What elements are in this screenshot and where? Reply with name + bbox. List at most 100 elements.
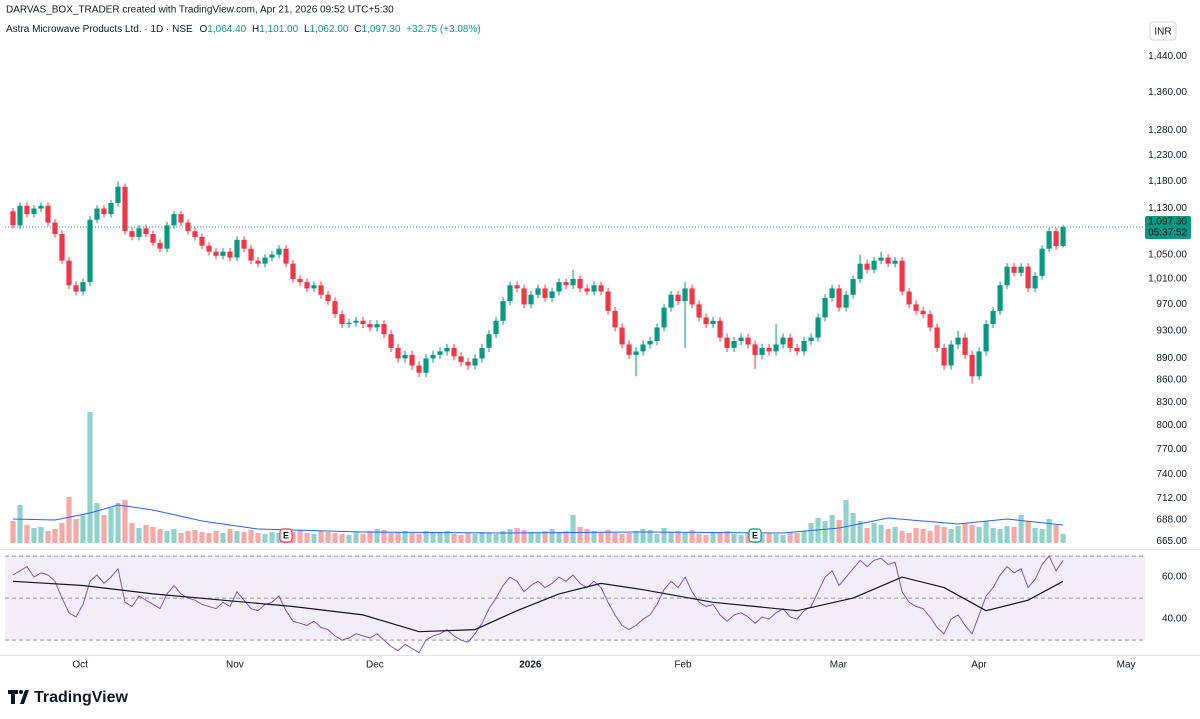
- candle-body: [423, 358, 429, 373]
- volume-bar: [248, 530, 254, 543]
- candle-body: [486, 334, 492, 348]
- candle-body: [269, 254, 275, 258]
- candle-body: [997, 285, 1003, 311]
- volume-bar: [528, 532, 534, 543]
- candle-body: [941, 347, 947, 366]
- volume-bar: [276, 533, 282, 543]
- candle-body: [339, 314, 345, 325]
- candle-body: [94, 208, 100, 220]
- candle-body: [164, 225, 170, 249]
- candle-body: [668, 294, 674, 308]
- candle-body: [472, 358, 478, 366]
- volume-bar: [255, 533, 261, 543]
- volume-bar: [997, 529, 1003, 543]
- candle-body: [703, 317, 709, 325]
- currency[interactable]: INR: [1154, 27, 1171, 38]
- ohlc-value: 1,064.40: [207, 24, 246, 35]
- volume-bar: [962, 523, 968, 543]
- y-tick-label: 970.00: [1156, 299, 1187, 310]
- volume-bar: [787, 532, 793, 543]
- rsi-line: [12, 555, 1064, 654]
- event-label: E: [752, 530, 758, 540]
- volume-bar: [773, 534, 779, 543]
- y-tick-label: 770.00: [1156, 444, 1187, 455]
- volume-bar: [906, 533, 912, 543]
- candle-body: [73, 285, 79, 292]
- y-tick-label: 1,130.00: [1148, 203, 1187, 214]
- candle-body: [962, 337, 968, 355]
- candle-body: [507, 285, 513, 302]
- ohlc-key: H: [252, 24, 259, 35]
- candle-body: [115, 186, 121, 204]
- volume-bar: [360, 534, 366, 543]
- change-label: +32.75 (+3.08%): [406, 24, 481, 35]
- candle-body: [381, 324, 387, 335]
- volume-bar: [612, 533, 618, 543]
- y-tick-label: 1,230.00: [1148, 150, 1187, 161]
- volume-bar: [605, 530, 611, 543]
- symbol-title: Astra Microwave Products Ltd. · 1D · NSE: [6, 24, 193, 35]
- currency-box[interactable]: [1149, 21, 1177, 41]
- candle-body: [878, 257, 884, 261]
- candle-body: [605, 291, 611, 311]
- volume-bar: [955, 526, 961, 543]
- candle-body: [801, 341, 807, 352]
- candle-body: [934, 327, 940, 348]
- candle-body: [318, 285, 324, 295]
- candle-body: [283, 248, 289, 264]
- volume-bar: [374, 529, 380, 543]
- volume-bar: [675, 531, 681, 543]
- candle-body: [255, 260, 261, 264]
- candle-body: [850, 279, 856, 295]
- volume-bar: [976, 527, 982, 543]
- candle-body: [388, 334, 394, 348]
- volume-bar: [262, 534, 268, 543]
- volume-bar: [381, 530, 387, 543]
- candle-body: [633, 351, 639, 355]
- logo-dot: [19, 690, 23, 694]
- candle-body: [542, 288, 548, 298]
- candle-body: [675, 294, 681, 302]
- candle-body: [493, 320, 499, 335]
- candle-body: [661, 307, 667, 328]
- volume-bar: [913, 528, 919, 543]
- candle-body: [136, 228, 142, 237]
- volume-bar: [479, 532, 485, 543]
- candle-body: [948, 344, 954, 366]
- volume-bar: [619, 534, 625, 543]
- ohlc-key: L: [304, 24, 310, 35]
- candle-body: [920, 310, 926, 315]
- volume-bar: [52, 529, 58, 543]
- candle-body: [178, 214, 184, 223]
- ohlc-key: O: [200, 24, 208, 35]
- volume-bar: [31, 528, 37, 543]
- volume-bar: [227, 529, 233, 543]
- volume-bar: [332, 533, 338, 543]
- volume-bar: [192, 530, 198, 543]
- candle-body: [346, 322, 352, 325]
- candle-body: [143, 228, 149, 235]
- volume-bar: [507, 529, 513, 543]
- volume-bar: [269, 532, 275, 543]
- candle-body: [808, 337, 814, 342]
- candle-body: [297, 279, 303, 283]
- volume-bar: [472, 534, 478, 543]
- volume-bar: [766, 533, 772, 543]
- volume-bar: [458, 535, 464, 543]
- candle-body: [682, 288, 688, 302]
- candle-body: [745, 337, 751, 345]
- candle-body: [59, 234, 65, 261]
- volume-bar: [871, 523, 877, 543]
- volume-bar: [1004, 526, 1010, 543]
- volume-bar: [591, 531, 597, 543]
- candle-body: [626, 344, 632, 355]
- volume-bar: [920, 529, 926, 543]
- symbol-legend: Astra Microwave Products Ltd. · 1D · NSE…: [6, 24, 481, 35]
- candle-body: [129, 231, 135, 237]
- candle-body: [66, 260, 72, 286]
- candle-body: [1046, 231, 1052, 249]
- candle-body: [612, 310, 618, 328]
- x-tick-label: 2026: [519, 660, 542, 671]
- candle-body: [360, 320, 366, 325]
- volume-ma-line: [12, 504, 1064, 534]
